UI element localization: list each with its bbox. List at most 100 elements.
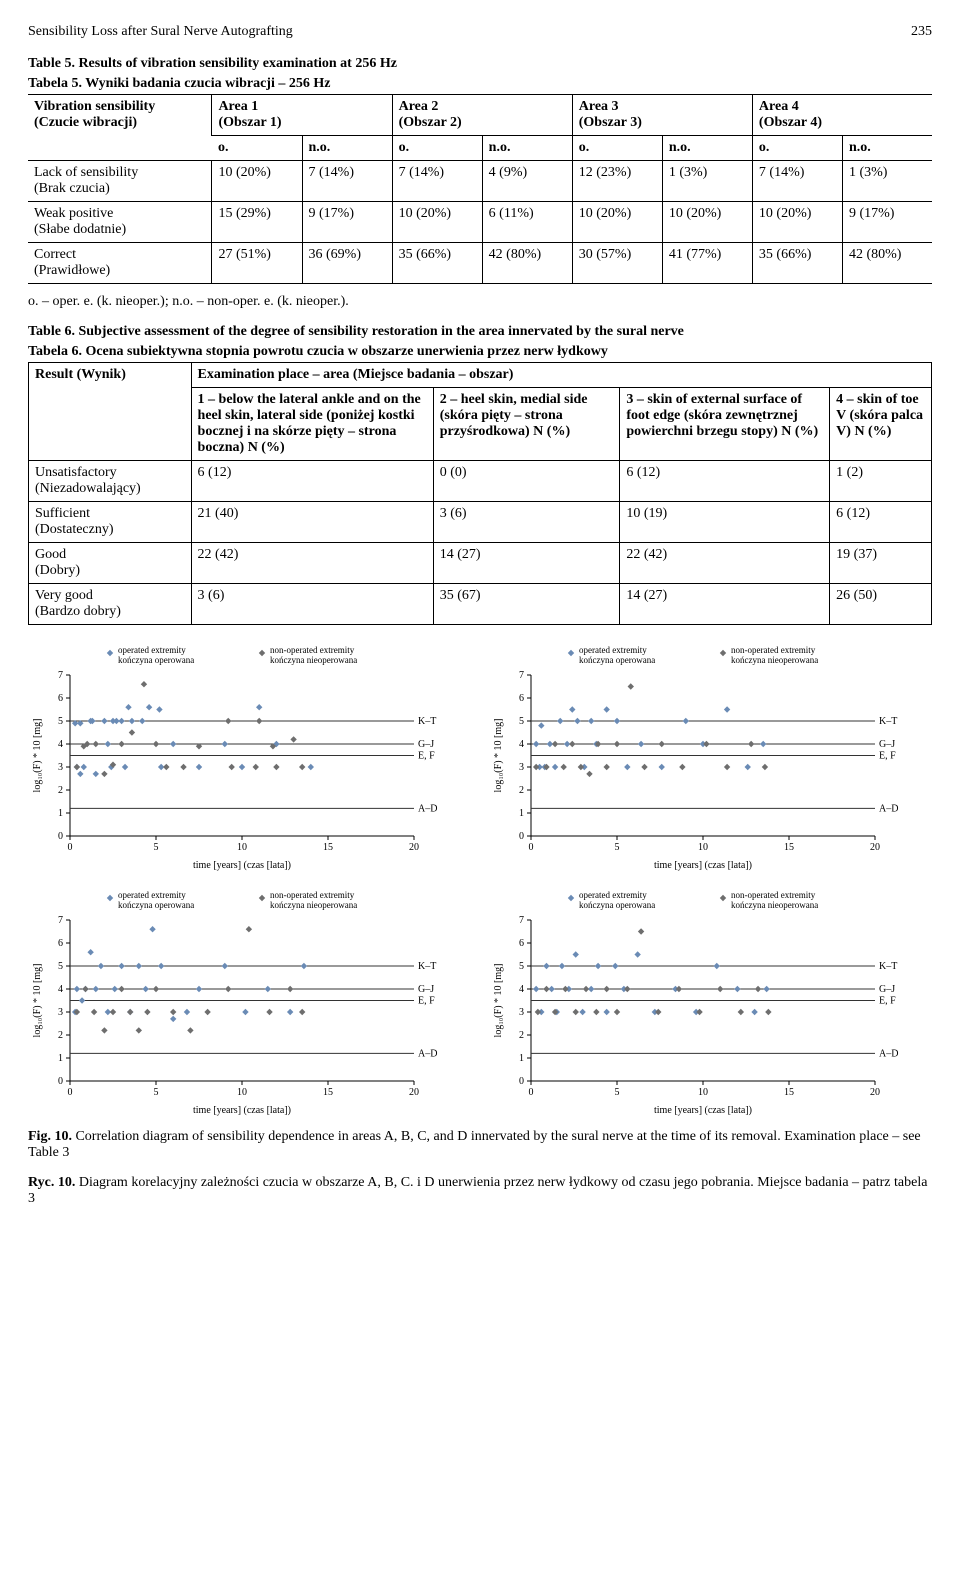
svg-text:G–J: G–J xyxy=(418,739,434,750)
svg-text:15: 15 xyxy=(784,842,794,853)
svg-text:A–D: A–D xyxy=(879,1048,898,1059)
table6-rowlabel: Good (Dobry) xyxy=(29,543,192,584)
figure10-grid: 0123456705101520K–TG–JE, FA–Dtime [years… xyxy=(28,639,932,1119)
table5-cell: 12 (23%) xyxy=(572,161,662,202)
table6-title-pl: Tabela 6. Ocena subiektywna stopnia powr… xyxy=(28,344,932,360)
svg-text:0: 0 xyxy=(519,831,524,842)
table6-title-en: Table 6. Subjective assessment of the de… xyxy=(28,324,932,340)
svg-text:4: 4 xyxy=(519,739,524,750)
svg-text:5: 5 xyxy=(154,842,159,853)
svg-text:1: 1 xyxy=(519,1053,524,1064)
table5-cell: 10 (20%) xyxy=(752,202,842,243)
svg-text:5: 5 xyxy=(519,716,524,727)
svg-text:kończyna operowana: kończyna operowana xyxy=(118,655,194,665)
svg-text:kończyna operowana: kończyna operowana xyxy=(118,900,194,910)
svg-text:3: 3 xyxy=(58,762,63,773)
fig10-caption-en: Fig. 10. Correlation diagram of sensibil… xyxy=(28,1129,932,1161)
svg-text:K–T: K–T xyxy=(418,961,436,972)
svg-text:2: 2 xyxy=(58,785,63,796)
fig10-caption-pl: Ryc. 10. Diagram korelacyjny zależności … xyxy=(28,1175,932,1207)
table-row: Weak positive (Słabe dodatnie)15 (29%)9 … xyxy=(28,202,932,243)
table5-subhead: n.o. xyxy=(842,136,932,161)
svg-text:log₁₀(F) * 10 [mg]: log₁₀(F) * 10 [mg] xyxy=(32,964,43,1038)
svg-text:1: 1 xyxy=(58,1053,63,1064)
svg-text:5: 5 xyxy=(154,1087,159,1098)
svg-text:G–J: G–J xyxy=(879,739,895,750)
table5-cell: 35 (66%) xyxy=(752,243,842,284)
svg-text:time [years] (czas [lata]): time [years] (czas [lata]) xyxy=(193,1105,291,1116)
table5-cell: 36 (69%) xyxy=(302,243,392,284)
running-title: Sensibility Loss after Sural Nerve Autog… xyxy=(28,24,293,40)
svg-text:4: 4 xyxy=(58,739,63,750)
svg-text:20: 20 xyxy=(870,1087,880,1098)
svg-text:non-operated extremity: non-operated extremity xyxy=(270,890,355,900)
table5-title-pl: Tabela 5. Wyniki badania czucia wibracji… xyxy=(28,76,932,92)
svg-text:0: 0 xyxy=(58,831,63,842)
table6-cell: 6 (12) xyxy=(830,502,932,543)
svg-text:7: 7 xyxy=(519,915,524,926)
svg-text:E, F: E, F xyxy=(418,996,435,1007)
table5: Vibration sensibility (Czucie wibracji) … xyxy=(28,94,932,284)
table-row: Correct (Prawidłowe)27 (51%)36 (69%)35 (… xyxy=(28,243,932,284)
table5-area3: Area 3 (Obszar 3) xyxy=(572,95,752,136)
table-row: Very good (Bardzo dobry)3 (6)35 (67)14 (… xyxy=(29,584,932,625)
chart-panel: 0123456705101520K–TG–JE, FA–Dtime [years… xyxy=(489,884,932,1119)
table5-cell: 10 (20%) xyxy=(572,202,662,243)
table5-cell: 7 (14%) xyxy=(752,161,842,202)
svg-text:6: 6 xyxy=(58,938,63,949)
table5-rowlabel: Lack of sensibility (Brak czucia) xyxy=(28,161,212,202)
svg-text:0: 0 xyxy=(519,1076,524,1087)
svg-text:non-operated extremity: non-operated extremity xyxy=(270,645,355,655)
svg-text:5: 5 xyxy=(58,716,63,727)
svg-text:time [years] (czas [lata]): time [years] (czas [lata]) xyxy=(193,860,291,871)
table6-cell: 22 (42) xyxy=(620,543,830,584)
svg-text:operated extremity: operated extremity xyxy=(579,890,647,900)
table6-colhead: 1 – below the lateral ankle and on the h… xyxy=(191,388,433,461)
table5-cell: 10 (20%) xyxy=(662,202,752,243)
table6-exam-header: Examination place – area (Miejsce badani… xyxy=(191,363,931,388)
table6-cell: 14 (27) xyxy=(620,584,830,625)
table6-cell: 10 (19) xyxy=(620,502,830,543)
svg-text:E, F: E, F xyxy=(879,996,896,1007)
table6-cell: 6 (12) xyxy=(191,461,433,502)
svg-text:10: 10 xyxy=(698,842,708,853)
svg-text:0: 0 xyxy=(68,842,73,853)
svg-text:6: 6 xyxy=(58,693,63,704)
table5-subhead: o. xyxy=(752,136,842,161)
table6-result-label: Result (Wynik) xyxy=(29,363,192,461)
svg-text:2: 2 xyxy=(519,785,524,796)
table5-cell: 6 (11%) xyxy=(482,202,572,243)
table5-title-en: Table 5. Results of vibration sensibilit… xyxy=(28,56,932,72)
table5-cell: 42 (80%) xyxy=(482,243,572,284)
svg-text:G–J: G–J xyxy=(879,984,895,995)
table5-subhead: o. xyxy=(392,136,482,161)
table5-cell: 1 (3%) xyxy=(842,161,932,202)
table5-subhead: n.o. xyxy=(662,136,752,161)
table6-cell: 19 (37) xyxy=(830,543,932,584)
table6-colhead: 4 – skin of toe V (skóra palca V) N (%) xyxy=(830,388,932,461)
svg-text:1: 1 xyxy=(58,808,63,819)
svg-text:0: 0 xyxy=(529,842,534,853)
svg-text:2: 2 xyxy=(58,1030,63,1041)
svg-text:2: 2 xyxy=(519,1030,524,1041)
svg-text:non-operated extremity: non-operated extremity xyxy=(731,645,816,655)
table5-rowlabel: Correct (Prawidłowe) xyxy=(28,243,212,284)
table6: Result (Wynik) Examination place – area … xyxy=(28,362,932,625)
table6-cell: 26 (50) xyxy=(830,584,932,625)
table5-cell: 7 (14%) xyxy=(302,161,392,202)
svg-text:3: 3 xyxy=(519,762,524,773)
table5-subhead: n.o. xyxy=(302,136,392,161)
table5-area4: Area 4 (Obszar 4) xyxy=(752,95,932,136)
table5-legend: o. – oper. e. (k. nieoper.); n.o. – non-… xyxy=(28,294,932,310)
svg-text:E, F: E, F xyxy=(879,751,896,762)
table6-cell: 22 (42) xyxy=(191,543,433,584)
table5-cell: 4 (9%) xyxy=(482,161,572,202)
scatter-chart: 0123456705101520K–TG–JE, FA–Dtime [years… xyxy=(489,639,919,874)
svg-text:5: 5 xyxy=(58,961,63,972)
svg-text:operated extremity: operated extremity xyxy=(118,890,186,900)
table6-cell: 3 (6) xyxy=(433,502,620,543)
svg-text:kończyna nieoperowana: kończyna nieoperowana xyxy=(270,900,357,910)
chart-panel: 0123456705101520K–TG–JE, FA–Dtime [years… xyxy=(28,639,471,874)
table6-cell: 3 (6) xyxy=(191,584,433,625)
svg-text:log₁₀(F) * 10 [mg]: log₁₀(F) * 10 [mg] xyxy=(493,719,504,793)
